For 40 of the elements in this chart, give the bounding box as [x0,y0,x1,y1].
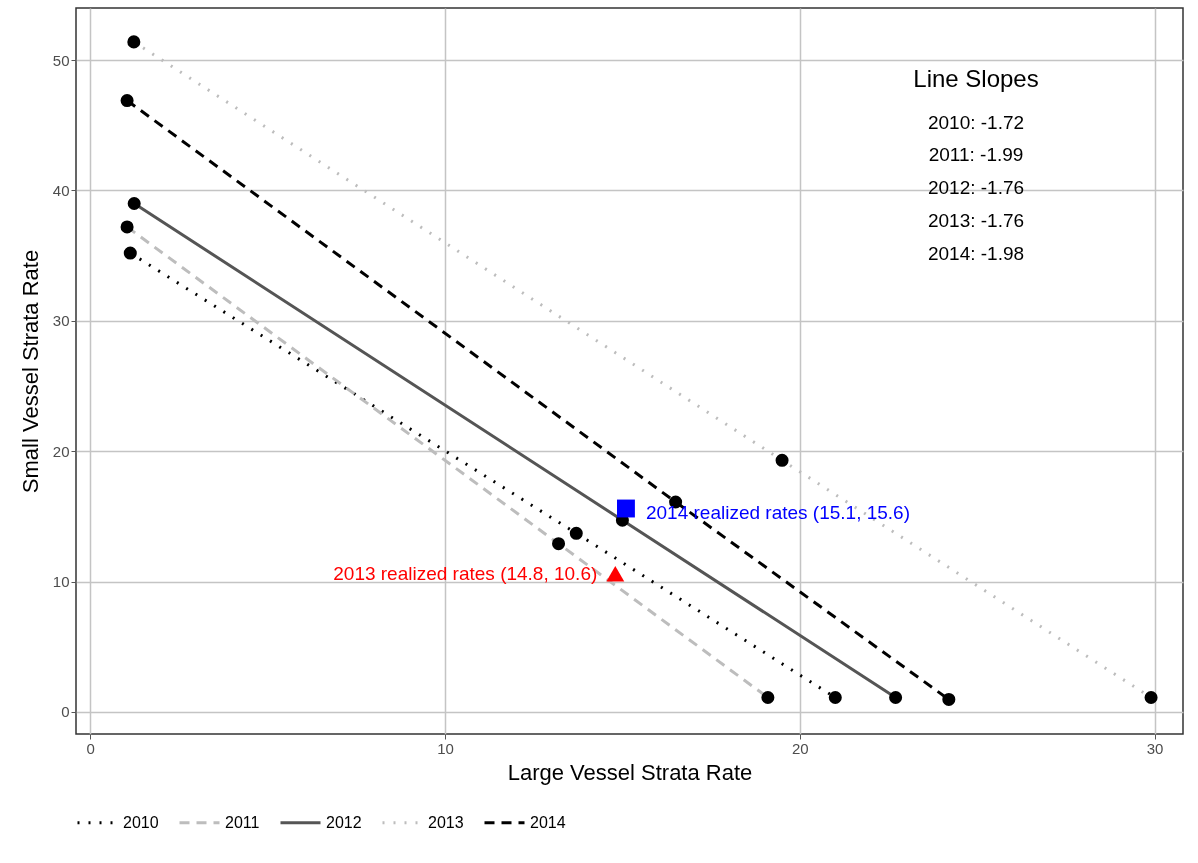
point [127,197,141,211]
x-tick-label: 30 [1146,739,1164,757]
annotation: 2014: -1.98 [927,242,1025,264]
point [1144,691,1158,705]
x-tick-label: 0 [86,739,95,757]
point [552,537,566,551]
point [606,565,625,582]
point [942,692,956,706]
legend-label: 2013 [428,813,464,831]
legend-label: 2010 [123,813,159,831]
annotation: 2013: -1.76 [927,209,1025,231]
annotation: 2012: -1.76 [927,177,1025,199]
point [127,35,141,49]
y-tick-label: 0 [61,703,70,721]
annotation: 2013 realized rates (14.8, 10.6) [333,562,598,584]
point [889,691,903,705]
y-axis-title: Small Vessel Strata Rate [17,249,43,494]
y-tick-label: 30 [52,312,70,330]
point [761,691,775,705]
y-tick-label: 10 [52,573,70,590]
annotation: Line Slopes [913,65,1039,92]
y-tick-label: 20 [52,442,70,460]
y-tick-label: 50 [52,51,70,69]
point [828,691,842,705]
y-tick-label: 40 [52,181,70,199]
legend-label: 2011 [225,813,260,831]
annotation: 2010: -1.72 [927,111,1025,133]
x-tick-label: 10 [437,739,454,757]
x-tick-label: 20 [791,739,809,757]
point [123,246,137,260]
legend-label: 2014 [530,813,566,831]
point [775,453,789,467]
point [120,220,134,234]
legend-label: 2012 [326,813,362,831]
point [120,94,134,108]
point [617,499,635,518]
annotation: 2014 realized rates (15.1, 15.6) [645,501,911,523]
x-axis-title: Large Vessel Strata Rate [507,759,753,785]
point [569,526,583,540]
annotation: 2011: -1.99 [928,144,1024,166]
